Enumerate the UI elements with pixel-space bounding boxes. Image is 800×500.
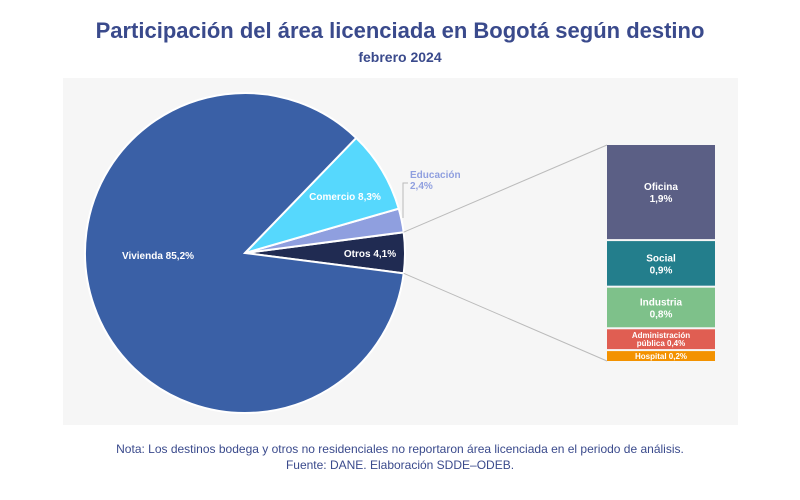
bar-value-administración-pública: pública 0,4%	[637, 339, 685, 348]
connector-line-top	[403, 144, 608, 233]
bar-label-oficina: Oficina	[644, 182, 678, 193]
bar-segment-social	[607, 241, 715, 286]
bar-label-hospital: Hospital 0,2%	[635, 352, 687, 361]
bar-value-industria: 0,8%	[650, 309, 673, 320]
chart-subtitle: febrero 2024	[358, 49, 442, 65]
slice-label-otros: Otros 4,1%	[344, 249, 396, 260]
slice-label-vivienda: Vivienda 85,2%	[122, 251, 194, 262]
slice-label-educacion-value: 2,4%	[410, 181, 433, 192]
connector-line-bottom	[403, 272, 608, 362]
bar-segment-hospital	[607, 351, 715, 361]
bar-segment-industria	[607, 287, 715, 328]
bar-segment-administración-pública	[607, 329, 715, 350]
bar-segment-oficina	[607, 145, 715, 240]
chart-title: Participación del área licenciada en Bog…	[95, 18, 705, 43]
educacion-leader-line	[402, 182, 408, 218]
slice-label-comercio: Comercio 8,3%	[309, 192, 381, 203]
pie-slice-vivienda	[84, 92, 405, 414]
note-text: Nota: Los destinos bodega y otros no res…	[116, 442, 684, 456]
bar-label-administración-pública: Administración	[632, 331, 690, 340]
bar-label-social: Social	[646, 253, 676, 264]
bar-value-oficina: 1,9%	[650, 194, 673, 205]
bar-value-social: 0,9%	[650, 265, 673, 276]
source-text: Fuente: DANE. Elaboración SDDE–ODEB.	[285, 458, 515, 472]
bar-label-industria: Industria	[640, 297, 683, 308]
slice-label-educacion-name: Educación	[410, 170, 461, 181]
